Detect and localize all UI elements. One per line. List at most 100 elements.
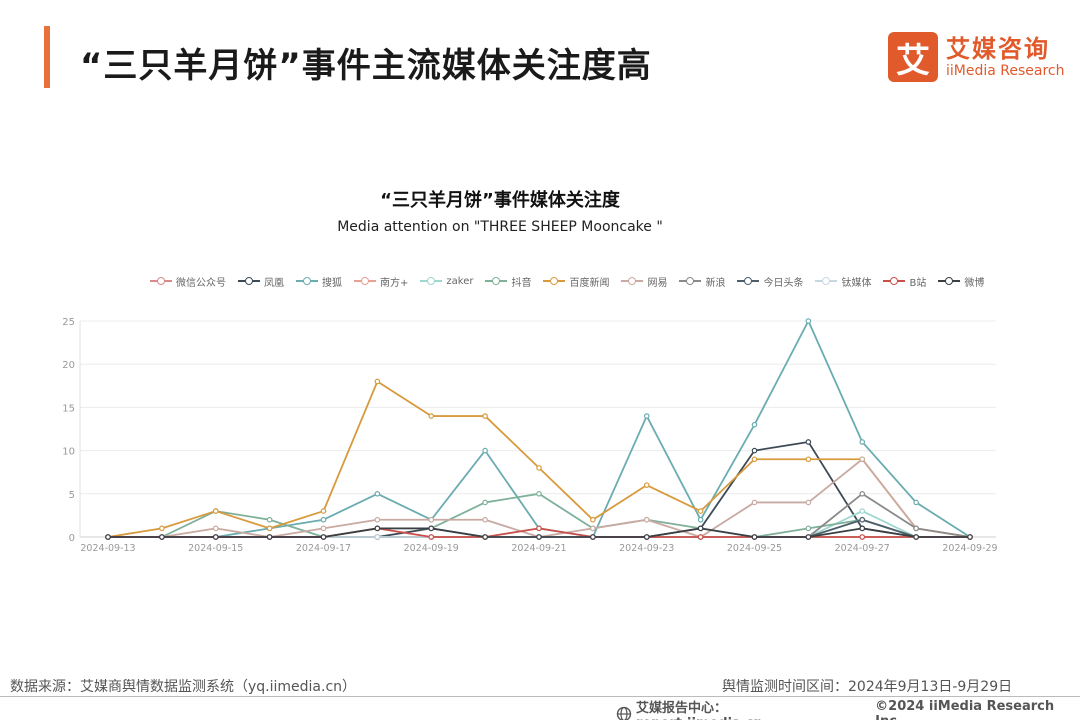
legend-label: 钛媒体 — [841, 277, 872, 289]
data-point — [428, 525, 435, 532]
series-line — [108, 320, 971, 538]
x-tick-label: 2024-09-21 — [511, 543, 566, 554]
y-tick-label: 5 — [69, 490, 75, 501]
legend-marker-icon — [543, 275, 566, 287]
legend-marker-icon — [883, 275, 906, 287]
data-point — [482, 447, 488, 454]
legend-item[interactable]: 网易 — [621, 274, 667, 289]
legend-item[interactable]: 抖音 — [485, 274, 531, 289]
data-point — [697, 534, 704, 540]
data-point — [859, 525, 866, 532]
title-accent-bar — [44, 26, 50, 88]
chart-subtitle: Media attention on "THREE SHEEP Mooncake… — [337, 219, 663, 235]
legend-item[interactable]: 百度新闻 — [543, 274, 609, 289]
legend-item[interactable]: 新浪 — [679, 274, 725, 289]
data-point — [320, 508, 327, 514]
data-point — [320, 516, 327, 523]
legend-label: 南方+ — [380, 277, 409, 289]
data-point — [374, 525, 381, 532]
footer-divider — [0, 696, 1080, 697]
chart-legend: 微信公众号 凤凰 搜狐 南方+ zaker 抖音 百度新闻 网易 新浪 今日头条 钛媒体 B站 微博 — [150, 273, 996, 289]
x-tick-label: 2024-09-27 — [835, 543, 890, 554]
copyright-text: ©2024 iiMedia Research Inc — [875, 699, 1055, 720]
data-point — [859, 534, 866, 540]
data-point — [805, 456, 812, 463]
data-point — [482, 534, 488, 540]
data-point — [159, 525, 165, 532]
data-point — [913, 499, 919, 506]
data-point — [643, 482, 650, 488]
data-point — [374, 490, 381, 497]
footer-credits: 艾媒报告中心：report.iimedia.cn ©2024 iiMedia R… — [616, 697, 1080, 720]
y-tick-label: 15 — [62, 403, 75, 414]
data-point — [374, 378, 381, 385]
data-point — [859, 456, 866, 463]
legend-label: zaker — [446, 275, 474, 287]
data-point — [482, 499, 488, 506]
data-point — [967, 534, 973, 540]
data-point — [643, 534, 650, 540]
data-point — [374, 534, 381, 540]
legend-label: 搜狐 — [322, 277, 342, 289]
data-point — [643, 413, 650, 419]
logo-text: 艾媒咨询 iiMedia Research — [946, 35, 1065, 79]
x-tick-label: 2024-09-23 — [619, 543, 674, 554]
series-line — [108, 458, 971, 538]
x-tick-label: 2024-09-13 — [80, 543, 135, 554]
globe-icon — [616, 706, 632, 720]
legend-item[interactable]: zaker — [420, 275, 473, 287]
data-point — [805, 534, 812, 540]
data-point — [643, 516, 650, 523]
y-tick-label: 20 — [62, 360, 75, 371]
legend-label: 今日头条 — [763, 277, 804, 289]
legend-label: 凤凰 — [264, 277, 284, 289]
legend-marker-icon — [238, 275, 260, 287]
legend-marker-icon — [815, 275, 838, 287]
data-point — [428, 534, 435, 540]
data-point — [105, 534, 111, 540]
legend-item[interactable]: 南方+ — [354, 274, 408, 289]
data-point — [482, 516, 488, 523]
legend-item[interactable]: B站 — [883, 274, 926, 289]
data-point — [859, 516, 866, 523]
y-tick-label: 0 — [69, 533, 75, 544]
legend-item[interactable]: 钛媒体 — [815, 274, 871, 289]
legend-item[interactable]: 微信公众号 — [150, 274, 226, 289]
legend-label: 网易 — [647, 277, 668, 289]
legend-item[interactable]: 微博 — [938, 274, 984, 289]
data-point — [159, 534, 165, 540]
legend-label: 微信公众号 — [176, 277, 226, 289]
data-point — [212, 525, 219, 532]
legend-marker-icon — [679, 275, 702, 287]
legend-item[interactable]: 搜狐 — [296, 274, 342, 289]
y-tick-label: 10 — [62, 447, 75, 458]
data-point — [428, 516, 435, 523]
monitoring-period-note: 舆情监测时间区间：2024年9月13日-9月29日 — [722, 679, 1013, 695]
data-source-note: 数据来源：艾媒商舆情数据监测系统（yq.iimedia.cn） — [10, 679, 357, 695]
data-point — [266, 516, 273, 523]
data-point — [751, 447, 758, 454]
data-point — [428, 413, 435, 419]
data-point — [805, 525, 812, 532]
report-center-link[interactable]: 艾媒报告中心：report.iimedia.cn — [635, 701, 763, 720]
logo-en-name: iiMedia Research — [946, 63, 1065, 79]
legend-label: 抖音 — [511, 277, 532, 289]
data-point — [590, 534, 596, 540]
x-tick-label: 2024-09-29 — [942, 543, 997, 554]
logo-cn-name: 艾媒咨询 — [946, 35, 1050, 63]
data-point — [536, 465, 542, 471]
y-tick-label: 25 — [62, 317, 75, 328]
line-chart: 0 5 10 15 20 25 2024-09-13 2024-09-15 2024-09-17… — [62, 317, 997, 554]
data-point — [751, 534, 758, 540]
page-title: “三只羊月饼”事件主流媒体关注度高 — [80, 46, 652, 86]
legend-marker-icon — [485, 275, 508, 287]
data-point — [212, 508, 219, 514]
legend-label: 新浪 — [705, 277, 726, 289]
legend-label: 百度新闻 — [569, 277, 610, 289]
brand-logo: 艾 艾媒咨询 iiMedia Research — [888, 30, 1065, 84]
legend-item[interactable]: 今日头条 — [737, 274, 803, 289]
data-point — [805, 439, 812, 445]
data-point — [751, 499, 758, 506]
legend-item[interactable]: 凤凰 — [238, 274, 284, 289]
legend-label: 微博 — [964, 277, 985, 289]
